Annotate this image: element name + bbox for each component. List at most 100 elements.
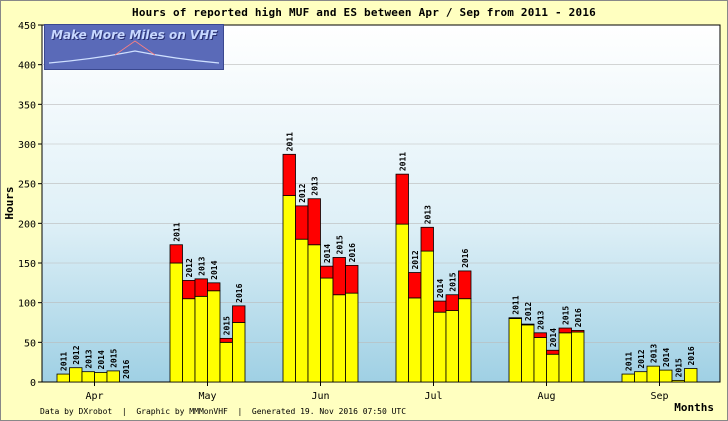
bar-muf-apr-2012	[69, 367, 83, 383]
bar-muf-may-2011	[169, 262, 183, 383]
bar-es-aug-2015	[558, 327, 572, 334]
bar-es-jun-2011	[282, 153, 296, 196]
bar-es-jul-2011	[395, 173, 409, 225]
logo-text: Make More Miles on VHF	[51, 28, 218, 42]
y-tick-label: 400	[18, 61, 36, 72]
bar-year-label: 2016	[461, 248, 470, 267]
x-tick-label-aug: Aug	[537, 391, 555, 402]
y-tick-label: 150	[18, 259, 36, 270]
bar-muf-jul-2014	[433, 311, 447, 383]
bar-es-may-2015	[219, 337, 233, 343]
bar-year-label: 2013	[84, 349, 93, 368]
bar-year-label: 2014	[436, 279, 445, 298]
y-tick-label: 100	[18, 299, 36, 310]
bar-es-jun-2015	[332, 257, 346, 296]
bar-year-label: 2012	[524, 302, 533, 321]
bar-muf-jul-2016	[458, 298, 472, 383]
bar-year-label: 2015	[335, 235, 344, 254]
bar-es-may-2012	[182, 280, 196, 300]
bar-es-jul-2016	[458, 270, 472, 300]
bar-muf-aug-2016	[571, 331, 585, 383]
bar-muf-jun-2012	[295, 238, 309, 383]
bar-muf-apr-2015	[106, 370, 120, 383]
bar-year-label: 2012	[411, 250, 420, 269]
bar-muf-sep-2015	[671, 380, 685, 383]
bar-year-label: 2016	[348, 243, 357, 262]
y-tick-label: 350	[18, 100, 36, 111]
bar-year-label: 2013	[310, 176, 319, 195]
bar-es-jun-2016	[345, 264, 359, 294]
bar-year-label: 2011	[59, 352, 68, 371]
bar-year-label: 2015	[561, 306, 570, 325]
bar-year-label: 2014	[323, 244, 332, 263]
footer-credits: Data by DXrobot | Graphic by MMMonVHF | …	[40, 407, 407, 416]
bar-muf-may-2015	[219, 341, 233, 383]
bar-year-label: 2014	[549, 328, 558, 347]
bar-es-aug-2014	[546, 349, 560, 355]
bar-year-label: 2013	[197, 256, 206, 275]
bar-year-label: 2012	[185, 258, 194, 277]
bar-es-aug-2011	[508, 317, 522, 319]
bar-es-may-2016	[232, 305, 246, 323]
bar-es-aug-2013	[533, 332, 547, 338]
bar-year-label: 2011	[285, 132, 294, 151]
bar-year-label: 2013	[423, 205, 432, 224]
bar-es-may-2014	[207, 282, 221, 292]
bar-year-label: 2016	[574, 308, 583, 327]
bar-year-label: 2015	[222, 316, 231, 335]
bar-year-label: 2016	[235, 283, 244, 302]
bar-muf-jun-2013	[307, 244, 321, 383]
bar-year-label: 2015	[109, 348, 118, 367]
bar-year-label: 2014	[662, 348, 671, 367]
bar-year-label: 2014	[97, 350, 106, 369]
bar-es-jul-2012	[408, 272, 422, 299]
bar-es-aug-2016	[571, 330, 585, 333]
bar-year-label: 2013	[649, 344, 658, 363]
bar-muf-aug-2013	[533, 337, 547, 383]
bar-year-label: 2013	[536, 310, 545, 329]
bar-year-label: 2015	[674, 358, 683, 377]
bar-year-label: 2016	[687, 346, 696, 365]
bar-muf-sep-2011	[621, 373, 635, 383]
axis-layer: 0 50 100 150 200 250 300 350 400 450 Apr May Jun Jul A…	[18, 21, 669, 402]
logo-wave-icon	[48, 40, 220, 64]
bar-es-jul-2015	[445, 294, 459, 312]
bar-year-label: 2012	[637, 349, 646, 368]
y-tick-label: 450	[18, 21, 36, 32]
bar-muf-aug-2011	[508, 318, 522, 383]
bar-muf-sep-2012	[634, 371, 648, 383]
bar-muf-may-2016	[232, 322, 246, 383]
bar-muf-jun-2015	[332, 294, 346, 383]
y-tick-label: 200	[18, 219, 36, 230]
bar-year-label: 2014	[210, 260, 219, 279]
bar-muf-aug-2014	[546, 353, 560, 383]
bar-muf-may-2014	[207, 290, 221, 383]
chart-title: Hours of reported high MUF and ES betwee…	[132, 6, 596, 19]
x-tick-label-jul: Jul	[424, 391, 442, 402]
x-tick-label-may: May	[198, 391, 216, 402]
bar-muf-jul-2012	[408, 297, 422, 383]
bar-es-may-2013	[194, 278, 208, 297]
y-tick-label: 300	[18, 140, 36, 151]
bar-muf-sep-2014	[659, 369, 673, 383]
x-axis-title: Months	[674, 401, 714, 414]
bar-muf-jun-2016	[345, 292, 359, 383]
bar-muf-may-2013	[194, 295, 208, 383]
bar-muf-apr-2013	[81, 371, 95, 383]
bar-es-aug-2012	[521, 323, 535, 326]
bar-year-label: 2016	[122, 360, 131, 379]
bar-muf-sep-2013	[646, 365, 660, 383]
bar-muf-apr-2014	[94, 372, 108, 383]
logo: Make More Miles on VHF	[44, 24, 224, 70]
plot-area	[41, 24, 721, 383]
y-tick-label: 250	[18, 180, 36, 191]
bar-muf-may-2012	[182, 298, 196, 383]
x-tick-label-sep: Sep	[650, 391, 668, 402]
bar-year-label: 2012	[298, 183, 307, 202]
bar-muf-jun-2014	[320, 277, 334, 383]
bar-muf-apr-2011	[56, 373, 70, 383]
bar-year-label: 2012	[72, 345, 81, 364]
bar-year-label: 2011	[511, 295, 520, 314]
